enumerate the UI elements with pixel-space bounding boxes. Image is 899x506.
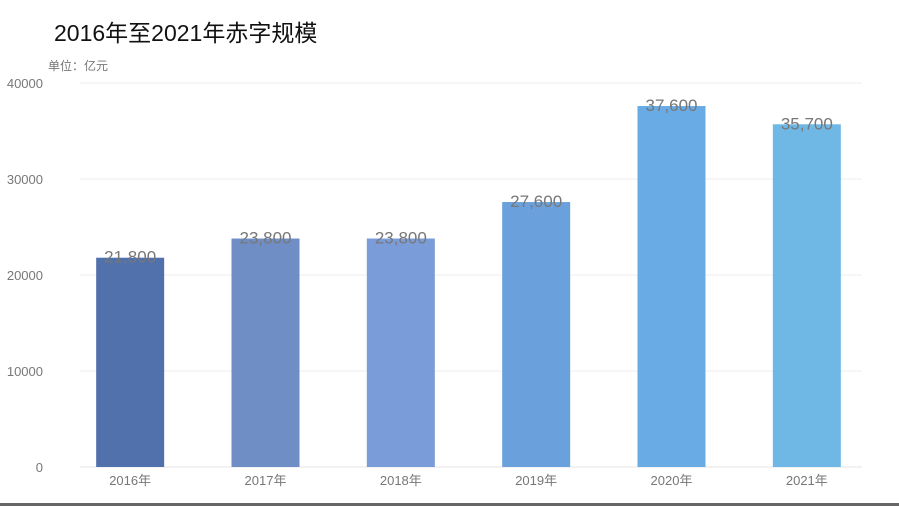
bottom-divider <box>0 503 899 506</box>
bar <box>502 202 571 468</box>
x-tick-label: 2016年 <box>109 473 151 488</box>
bar <box>637 106 706 467</box>
bar <box>96 257 165 467</box>
x-tick-label: 2020年 <box>651 473 693 488</box>
x-tick-label: 2017年 <box>245 473 287 488</box>
y-tick-label: 0 <box>36 460 43 475</box>
y-tick-label: 40000 <box>7 76 43 91</box>
y-tick-label: 10000 <box>7 364 43 379</box>
data-label: 37,600 <box>646 96 698 115</box>
data-label: 35,700 <box>781 114 833 133</box>
unit-label: 单位：亿元 <box>48 59 109 73</box>
bar <box>772 124 841 467</box>
bar <box>231 238 300 467</box>
x-tick-label: 2019年 <box>515 473 557 488</box>
data-label: 21,800 <box>104 248 156 267</box>
y-tick-label: 20000 <box>7 268 43 283</box>
data-label: 23,800 <box>240 229 292 248</box>
data-label: 23,800 <box>375 229 427 248</box>
bar <box>366 238 435 467</box>
chart-title: 2016年至2021年赤字规模 <box>54 20 318 46</box>
x-tick-label: 2021年 <box>786 473 828 488</box>
y-tick-label: 30000 <box>7 172 43 187</box>
data-label: 27,600 <box>510 192 562 211</box>
x-tick-label: 2018年 <box>380 473 422 488</box>
